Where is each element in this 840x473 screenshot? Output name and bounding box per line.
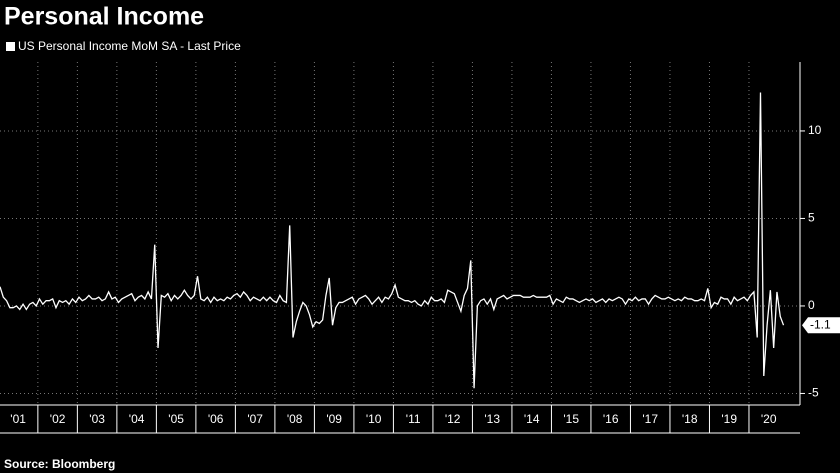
- last-value-box: [802, 317, 840, 334]
- x-tick-label: '01: [10, 412, 26, 426]
- x-tick-label: '15: [563, 412, 579, 426]
- x-tick-label: '16: [603, 412, 619, 426]
- line: [0, 92, 785, 389]
- legend-swatch: [6, 42, 15, 51]
- x-tick-label: '20: [761, 412, 777, 426]
- last-value-label: -1.1: [810, 317, 831, 331]
- y-tick-label: -5: [808, 386, 819, 400]
- x-tick-label: '10: [366, 412, 382, 426]
- x-tick-label: '02: [50, 412, 66, 426]
- legend-label: US Personal Income MoM SA - Last Price: [18, 39, 241, 53]
- x-tick-label: '12: [445, 412, 461, 426]
- x-tick-label: '19: [721, 412, 737, 426]
- x-tick-label: '14: [524, 412, 540, 426]
- x-tick-label: '09: [326, 412, 342, 426]
- x-tick-label: '08: [287, 412, 303, 426]
- y-tick-label: 5: [808, 211, 815, 225]
- x-tick-label: '03: [89, 412, 105, 426]
- chart-title: Personal Income: [4, 3, 204, 31]
- x-tick-label: '11: [406, 412, 421, 426]
- x-tick-label: '04: [129, 412, 145, 426]
- source: Source: Bloomberg: [4, 457, 115, 471]
- y-tick-label: 0: [808, 298, 815, 312]
- x-tick-label: '05: [168, 412, 184, 426]
- x-tick-label: '07: [247, 412, 263, 426]
- y-tick-label: 10: [808, 123, 822, 137]
- x-tick-label: '18: [682, 412, 698, 426]
- x-tick-label: '13: [484, 412, 500, 426]
- x-tick-label: '17: [642, 412, 658, 426]
- x-tick-label: '06: [208, 412, 224, 426]
